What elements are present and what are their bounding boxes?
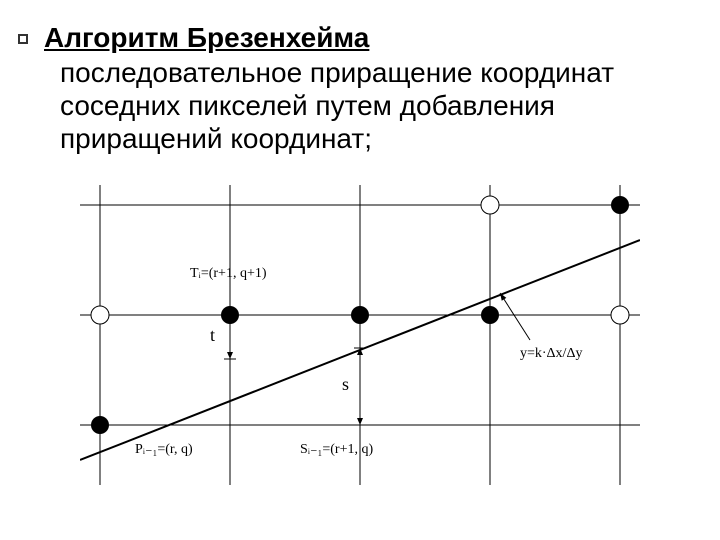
slide-title: Алгоритм Брезенхейма xyxy=(32,22,688,54)
svg-text:Pᵢ₋₁=(r, q): Pᵢ₋₁=(r, q) xyxy=(135,442,193,457)
bresenham-diagram: t s y=k·Δx/Δy Tᵢ=(r+1, q+1) Pᵢ₋₁=(r, q) Sᵢ₋₁=… xyxy=(80,185,640,515)
svg-text:y=k·Δx/Δy: y=k·Δx/Δy xyxy=(520,346,582,361)
svg-text:Sᵢ₋₁=(r+1, q): Sᵢ₋₁=(r+1, q) xyxy=(300,442,373,457)
bullet-icon xyxy=(18,34,28,44)
svg-text:s: s xyxy=(342,374,349,394)
svg-text:Tᵢ=(r+1, q+1): Tᵢ=(r+1, q+1) xyxy=(190,266,267,281)
svg-text:t: t xyxy=(210,325,215,345)
slide-description: последовательное приращение координат со… xyxy=(32,56,688,155)
